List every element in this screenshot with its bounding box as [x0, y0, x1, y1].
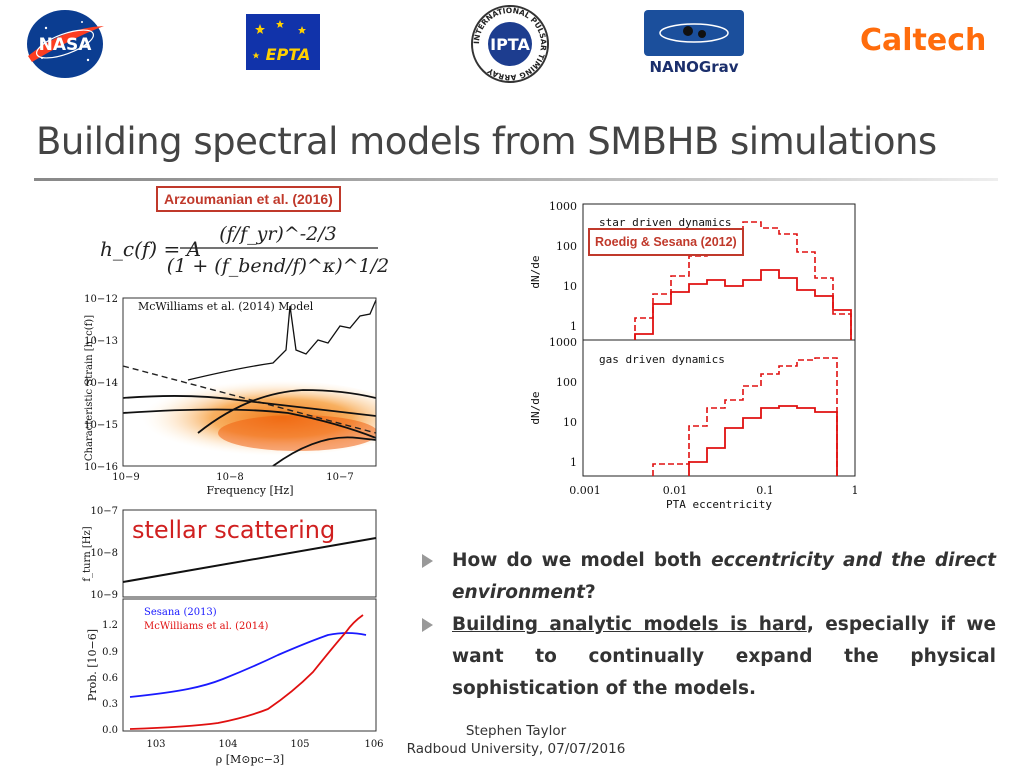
nasa-wordmark: NASA	[39, 35, 93, 55]
bullet-text: How do we model both	[452, 550, 712, 571]
mcwilliams-curve	[129, 614, 364, 730]
fturn-ytick: 10−8	[91, 548, 118, 559]
bullet-list: How do we model both eccentricity and th…	[420, 545, 996, 705]
ecc-bottom-ytick: 10	[563, 416, 577, 429]
ecc-xtick: 0.01	[663, 484, 688, 497]
ecc-bottom-ytick: 100	[556, 376, 577, 389]
prob-ytick: 0.3	[102, 699, 118, 710]
nasa-logo: NASA	[22, 8, 108, 80]
prob-plot: Sesana (2013) McWilliams et al. (2014) P…	[86, 598, 384, 766]
bottom-ylabel: dN/de	[529, 391, 542, 424]
strain-plot: McWilliams et al. (2014) Model Character…	[84, 294, 377, 497]
equation-denominator: (1 + (f_bend/f)^κ)^1/2	[167, 255, 389, 277]
ecc-xtick: 0.1	[756, 484, 774, 497]
star-solid-hist	[634, 269, 852, 340]
star-driven-label: star driven dynamics	[599, 216, 731, 229]
ecc-xlabel: PTA eccentricity	[666, 498, 772, 511]
bullet-arrow-icon	[422, 554, 433, 568]
bullet-arrow-icon	[422, 618, 433, 632]
ecc-bottom-ytick: 1	[570, 456, 577, 469]
strain-legend: McWilliams et al. (2014) Model	[138, 300, 314, 313]
ecc-top-ytick: 1000	[549, 200, 577, 213]
strain-ytick: 10−15	[84, 420, 118, 431]
title-divider	[34, 178, 998, 181]
prob-ytick: 0.0	[102, 725, 118, 736]
prob-xtick: 105	[290, 739, 309, 750]
caltech-logo: Caltech	[858, 20, 988, 60]
epta-wordmark: EPTA	[266, 45, 311, 64]
prob-xlabel: ρ [M⊙pc−3]	[216, 753, 284, 766]
prob-xtick: 106	[364, 739, 383, 750]
gas-solid-hist	[688, 405, 838, 476]
strain-xtick: 10−7	[326, 472, 353, 483]
fturn-ylabel: f_turn [Hz]	[82, 526, 93, 581]
prob-legend-mcwilliams: McWilliams et al. (2014)	[144, 621, 268, 632]
bullet-item: How do we model both eccentricity and th…	[420, 545, 996, 609]
bullet-text: ?	[584, 582, 596, 603]
nanograv-wordmark: NANOGrav	[649, 58, 738, 76]
prob-ytick: 0.9	[102, 647, 118, 658]
strain-ytick: 10−16	[84, 462, 118, 473]
prob-ylabel: Prob. [10−6]	[86, 629, 99, 701]
strain-ytick: 10−13	[84, 336, 118, 347]
strain-xlabel: Frequency [Hz]	[207, 484, 294, 497]
caltech-wordmark: Caltech	[860, 23, 986, 58]
prob-ytick: 0.6	[102, 673, 118, 684]
arzoumanian-citation: Arzoumanian et al. (2016)	[156, 186, 341, 212]
bullet-text: , especially if we want to continually e…	[452, 614, 996, 699]
presenter-affiliation: Radboud University, 07/07/2016	[406, 741, 626, 757]
bullet-text: eccentricity and the direct environment	[452, 550, 996, 603]
roedig-citation: Roedig & Sesana (2012)	[588, 228, 744, 256]
strain-xtick: 10−9	[112, 472, 139, 483]
strain-ylabel: Characteristic Strain [h_c(f)]	[84, 315, 95, 461]
fturn-ytick: 10−7	[91, 506, 118, 517]
nanograv-logo: NANOGrav	[644, 10, 744, 76]
ecc-top-ytick: 10	[563, 280, 577, 293]
top-ylabel: dN/de	[529, 255, 542, 288]
ecc-bottom-ytick: 1000	[549, 336, 577, 349]
footer: Stephen Taylor Radboud University, 07/07…	[400, 722, 632, 758]
ecc-top-ytick: 1	[570, 320, 577, 333]
fturn-plot: stellar scattering f_turn [Hz] 10−7 10−8 1…	[82, 506, 377, 600]
stellar-scattering-label: stellar scattering	[132, 516, 335, 544]
epta-logo: EPTA	[246, 14, 320, 70]
ecc-xtick: 0.001	[569, 484, 601, 497]
prob-legend-sesana: Sesana (2013)	[144, 607, 217, 618]
bullet-text: Building analytic models is hard	[452, 614, 807, 635]
slide-title: Building spectral models from SMBHB simu…	[36, 120, 937, 163]
strain-ytick: 10−12	[84, 294, 118, 305]
ipta-logo: INTERNATIONAL PULSAR TIMING ARRAY IPTA	[468, 4, 552, 84]
bullet-item: Building analytic models is hard, especi…	[420, 609, 996, 705]
strain-xtick: 10−8	[216, 472, 243, 483]
fturn-ytick: 10−9	[91, 590, 118, 600]
presenter-name: Stephen Taylor	[465, 723, 567, 739]
gas-dashed-hist	[652, 357, 838, 476]
ecc-xtick: 1	[852, 484, 859, 497]
spectral-equation: h_c(f) = A (f/f_yr)^-2/3 (1 + (f_bend/f)…	[100, 214, 400, 284]
equation-lhs: h_c(f) = A	[100, 237, 201, 261]
ecc-top-ytick: 100	[556, 240, 577, 253]
gas-driven-label: gas driven dynamics	[599, 353, 725, 366]
prob-xtick: 104	[218, 739, 237, 750]
prob-xtick: 103	[146, 739, 165, 750]
strain-ytick: 10−14	[84, 378, 118, 389]
sesana-curve	[129, 632, 367, 698]
equation-numerator: (f/f_yr)^-2/3	[219, 223, 337, 245]
ipta-wordmark: IPTA	[490, 35, 530, 54]
prob-ytick: 1.2	[102, 620, 118, 631]
